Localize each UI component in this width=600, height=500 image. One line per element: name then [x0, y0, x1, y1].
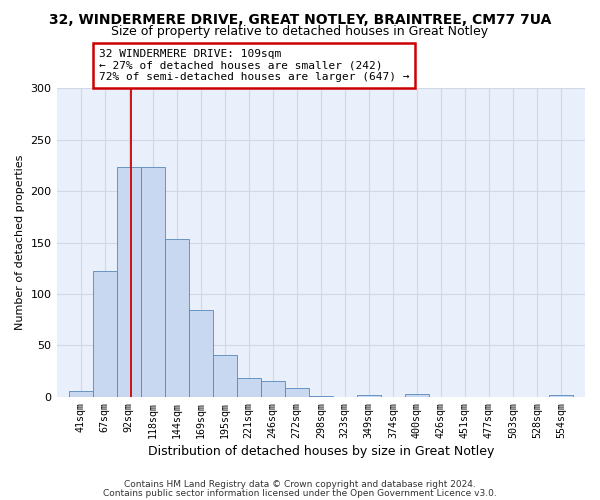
Bar	[188, 310, 212, 396]
Text: 32, WINDERMERE DRIVE, GREAT NOTLEY, BRAINTREE, CM77 7UA: 32, WINDERMERE DRIVE, GREAT NOTLEY, BRAI…	[49, 12, 551, 26]
Text: 32 WINDERMERE DRIVE: 109sqm
← 27% of detached houses are smaller (242)
72% of se: 32 WINDERMERE DRIVE: 109sqm ← 27% of det…	[99, 49, 409, 82]
Bar	[236, 378, 261, 396]
Bar	[261, 382, 285, 396]
Y-axis label: Number of detached properties: Number of detached properties	[15, 155, 25, 330]
Bar	[68, 390, 92, 396]
Bar	[357, 394, 381, 396]
X-axis label: Distribution of detached houses by size in Great Notley: Distribution of detached houses by size …	[148, 444, 494, 458]
Text: Contains HM Land Registry data © Crown copyright and database right 2024.: Contains HM Land Registry data © Crown c…	[124, 480, 476, 489]
Text: Contains public sector information licensed under the Open Government Licence v3: Contains public sector information licen…	[103, 488, 497, 498]
Bar	[405, 394, 429, 396]
Text: Size of property relative to detached houses in Great Notley: Size of property relative to detached ho…	[112, 25, 488, 38]
Bar	[212, 354, 236, 397]
Bar	[285, 388, 309, 396]
Bar	[164, 240, 188, 396]
Bar	[116, 166, 140, 396]
Bar	[92, 272, 116, 396]
Bar	[549, 394, 573, 396]
Bar	[140, 166, 164, 396]
